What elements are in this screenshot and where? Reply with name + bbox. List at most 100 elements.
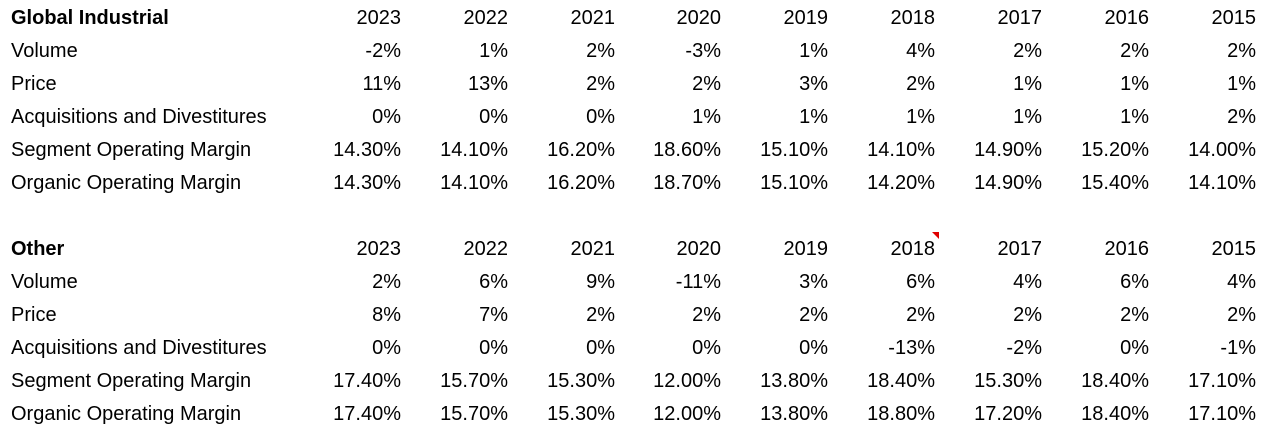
- value-cell[interactable]: 0%: [586, 106, 615, 128]
- year-header-cell[interactable]: 2021: [570, 7, 616, 29]
- value-cell[interactable]: 8%: [372, 304, 401, 326]
- value-cell[interactable]: 1%: [1013, 73, 1042, 95]
- value-cell[interactable]: 15.20%: [1081, 139, 1149, 161]
- value-cell[interactable]: 2%: [586, 304, 615, 326]
- value-cell[interactable]: 15.40%: [1081, 172, 1149, 194]
- value-cell[interactable]: 6%: [1120, 271, 1149, 293]
- row-label[interactable]: Price: [11, 304, 57, 326]
- value-cell[interactable]: 0%: [479, 106, 508, 128]
- value-cell[interactable]: 14.00%: [1188, 139, 1256, 161]
- value-cell[interactable]: 0%: [799, 337, 828, 359]
- value-cell[interactable]: 13.80%: [760, 403, 828, 425]
- value-cell[interactable]: 2%: [1013, 40, 1042, 62]
- value-cell[interactable]: 18.80%: [867, 403, 935, 425]
- value-cell[interactable]: 18.60%: [653, 139, 721, 161]
- year-header-cell[interactable]: 2020: [676, 7, 722, 29]
- value-cell[interactable]: 13%: [467, 73, 508, 95]
- value-cell[interactable]: 14.90%: [974, 172, 1042, 194]
- value-cell[interactable]: 18.40%: [1081, 403, 1149, 425]
- value-cell[interactable]: 4%: [1013, 271, 1042, 293]
- year-header-cell[interactable]: 2016: [1104, 238, 1150, 260]
- value-cell[interactable]: 2%: [1120, 40, 1149, 62]
- value-cell[interactable]: 1%: [479, 40, 508, 62]
- value-cell[interactable]: 2%: [906, 73, 935, 95]
- year-header-cell[interactable]: 2015: [1211, 7, 1257, 29]
- value-cell[interactable]: 0%: [1120, 337, 1149, 359]
- year-header-cell[interactable]: 2017: [997, 238, 1043, 260]
- year-header-cell[interactable]: 2023: [356, 7, 402, 29]
- value-cell[interactable]: 17.10%: [1188, 403, 1256, 425]
- value-cell[interactable]: 6%: [906, 271, 935, 293]
- value-cell[interactable]: 1%: [1013, 106, 1042, 128]
- value-cell[interactable]: 18.40%: [1081, 370, 1149, 392]
- year-header-cell[interactable]: 2018: [890, 7, 936, 29]
- value-cell[interactable]: -1%: [1220, 337, 1256, 359]
- value-cell[interactable]: 2%: [586, 73, 615, 95]
- value-cell[interactable]: 2%: [372, 271, 401, 293]
- value-cell[interactable]: 2%: [1120, 304, 1149, 326]
- value-cell[interactable]: 3%: [799, 271, 828, 293]
- value-cell[interactable]: 15.10%: [760, 172, 828, 194]
- value-cell[interactable]: 1%: [1227, 73, 1256, 95]
- year-header-cell[interactable]: 2016: [1104, 7, 1150, 29]
- value-cell[interactable]: 12.00%: [653, 370, 721, 392]
- value-cell[interactable]: 17.20%: [974, 403, 1042, 425]
- row-label[interactable]: Acquisitions and Divestitures: [11, 337, 267, 359]
- value-cell[interactable]: 17.40%: [333, 370, 401, 392]
- value-cell[interactable]: 16.20%: [547, 139, 615, 161]
- value-cell[interactable]: -13%: [888, 337, 935, 359]
- row-label[interactable]: Organic Operating Margin: [11, 403, 242, 425]
- year-header-cell[interactable]: 2019: [783, 7, 829, 29]
- year-header-cell[interactable]: 2018: [890, 238, 936, 260]
- row-label[interactable]: Volume: [11, 40, 78, 62]
- year-header-cell[interactable]: 2017: [997, 7, 1043, 29]
- value-cell[interactable]: 1%: [1120, 106, 1149, 128]
- value-cell[interactable]: 17.10%: [1188, 370, 1256, 392]
- value-cell[interactable]: 14.10%: [867, 139, 935, 161]
- row-label[interactable]: Segment Operating Margin: [11, 370, 252, 392]
- section-title[interactable]: Other: [11, 238, 65, 260]
- value-cell[interactable]: 11%: [362, 73, 401, 95]
- value-cell[interactable]: 1%: [906, 106, 935, 128]
- value-cell[interactable]: 7%: [479, 304, 508, 326]
- value-cell[interactable]: 14.10%: [440, 172, 508, 194]
- year-header-cell[interactable]: 2015: [1211, 238, 1257, 260]
- value-cell[interactable]: 15.10%: [760, 139, 828, 161]
- value-cell[interactable]: 15.70%: [440, 370, 508, 392]
- value-cell[interactable]: 15.70%: [440, 403, 508, 425]
- value-cell[interactable]: 14.90%: [974, 139, 1042, 161]
- value-cell[interactable]: 13.80%: [760, 370, 828, 392]
- value-cell[interactable]: 2%: [692, 304, 721, 326]
- value-cell[interactable]: 2%: [1227, 40, 1256, 62]
- value-cell[interactable]: 14.10%: [440, 139, 508, 161]
- value-cell[interactable]: 2%: [799, 304, 828, 326]
- value-cell[interactable]: 17.40%: [333, 403, 401, 425]
- value-cell[interactable]: 2%: [692, 73, 721, 95]
- value-cell[interactable]: 1%: [692, 106, 721, 128]
- row-label[interactable]: Organic Operating Margin: [11, 172, 242, 194]
- value-cell[interactable]: 14.30%: [333, 139, 401, 161]
- year-header-cell[interactable]: 2022: [463, 238, 509, 260]
- row-label[interactable]: Segment Operating Margin: [11, 139, 252, 161]
- comment-indicator-icon[interactable]: [932, 232, 939, 239]
- value-cell[interactable]: 1%: [799, 40, 828, 62]
- value-cell[interactable]: 15.30%: [547, 370, 615, 392]
- value-cell[interactable]: 2%: [1227, 106, 1256, 128]
- value-cell[interactable]: 3%: [799, 73, 828, 95]
- year-header-cell[interactable]: 2021: [570, 238, 616, 260]
- row-label[interactable]: Price: [11, 73, 57, 95]
- value-cell[interactable]: 0%: [692, 337, 721, 359]
- value-cell[interactable]: 18.70%: [653, 172, 721, 194]
- value-cell[interactable]: 1%: [1120, 73, 1149, 95]
- section-title[interactable]: Global Industrial: [11, 7, 169, 29]
- value-cell[interactable]: 1%: [799, 106, 828, 128]
- value-cell[interactable]: 2%: [1013, 304, 1042, 326]
- value-cell[interactable]: 0%: [372, 106, 401, 128]
- value-cell[interactable]: 0%: [372, 337, 401, 359]
- value-cell[interactable]: -2%: [1006, 337, 1042, 359]
- value-cell[interactable]: 18.40%: [867, 370, 935, 392]
- value-cell[interactable]: 16.20%: [547, 172, 615, 194]
- year-header-cell[interactable]: 2022: [463, 7, 509, 29]
- value-cell[interactable]: 4%: [1227, 271, 1256, 293]
- value-cell[interactable]: 6%: [479, 271, 508, 293]
